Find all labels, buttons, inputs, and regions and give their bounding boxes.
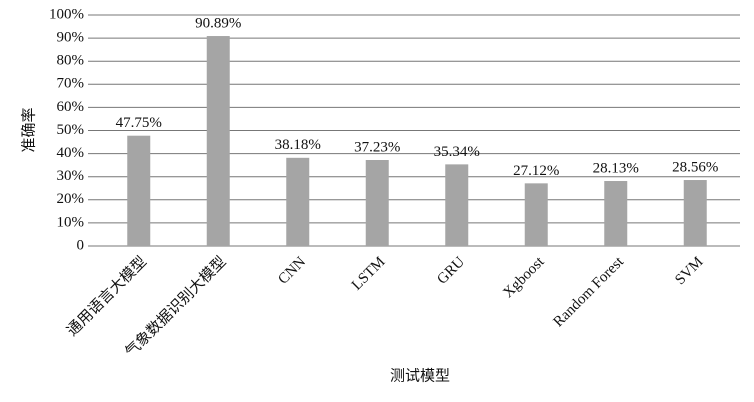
y-tick-label: 80% <box>57 53 85 69</box>
x-axis-title: 测试模型 <box>390 367 450 384</box>
y-tick-label: 100% <box>49 6 84 22</box>
y-tick-label: 90% <box>57 30 85 46</box>
data-label: 37.23% <box>354 139 400 155</box>
y-tick-label: 0 <box>77 237 85 253</box>
bar <box>365 159 389 246</box>
y-tick-label: 40% <box>57 145 85 161</box>
bar <box>683 180 707 246</box>
x-tick-label: CNN <box>275 254 309 288</box>
x-tick-label: 通用语言大模型 <box>64 253 150 339</box>
data-label: 35.34% <box>434 144 480 160</box>
x-tick-label: Xgboost <box>500 253 548 301</box>
data-label: 47.75% <box>116 115 162 131</box>
bar <box>206 36 230 247</box>
y-tick-label: 60% <box>57 99 85 115</box>
bar <box>127 135 151 246</box>
y-tick-label: 10% <box>57 214 85 230</box>
data-label: 90.89% <box>195 15 241 31</box>
bar <box>604 181 628 246</box>
x-tick-label: SVM <box>672 254 706 288</box>
data-label: 38.18% <box>275 137 321 153</box>
x-tick-label: GRU <box>434 254 468 288</box>
y-tick-label: 70% <box>57 76 85 92</box>
bar <box>524 183 548 246</box>
data-label: 28.13% <box>593 160 639 176</box>
data-label: 28.56% <box>672 159 718 175</box>
x-tick-label: Random Forest <box>551 253 628 330</box>
data-label: 27.12% <box>513 163 559 179</box>
y-tick-label: 50% <box>57 122 85 138</box>
bar <box>445 164 469 246</box>
y-tick-label: 30% <box>57 168 85 184</box>
bar <box>286 157 310 246</box>
y-tick-label: 20% <box>57 191 85 207</box>
x-tick-label: LSTM <box>349 254 389 294</box>
y-axis-title: 准确率 <box>20 107 37 152</box>
